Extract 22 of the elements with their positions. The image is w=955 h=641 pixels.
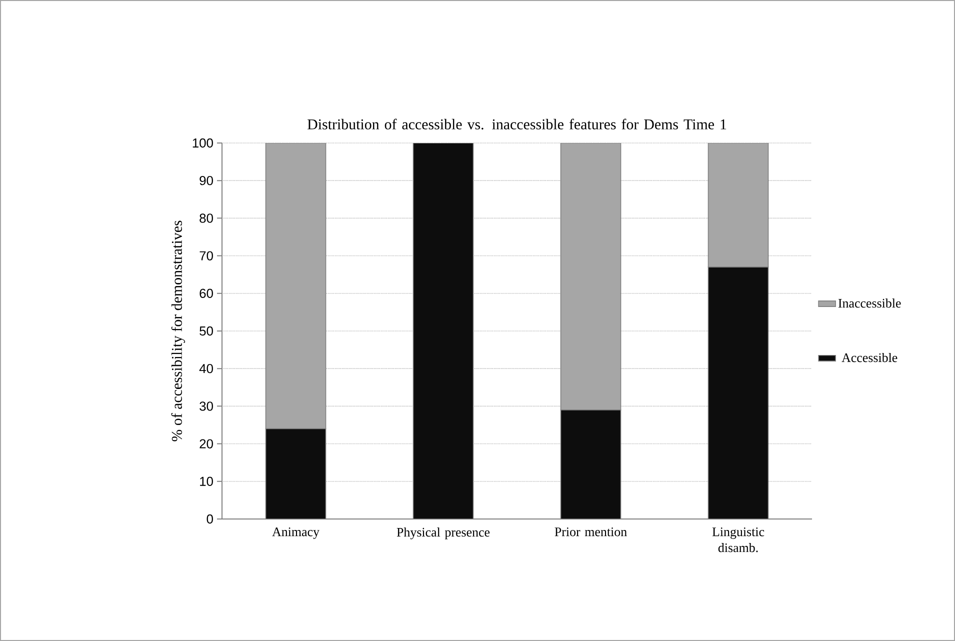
y-tick-label: 100 [192,138,213,148]
y-tick-label: 20 [200,439,213,448]
x-tick-label: Linguistic disamb. [712,528,764,552]
y-tick-label: 70 [200,251,213,260]
x-tick-label: Prior mention [554,528,627,536]
chart-title: Distribution of accessible vs. inaccessible features for Dems Time 1 [308,118,726,130]
bar [265,142,326,430]
x-tick-label: Physical presence [396,528,490,540]
bar [708,142,769,268]
y-axis-title: % of accessibility for demonstratives [171,220,186,442]
y-tick-label: 50 [200,326,213,336]
y-tick-label: 10 [200,476,213,486]
y-tick-label: 80 [200,214,213,223]
x-tick-label: Animacy [272,528,320,539]
y-tick-label: 0 [206,514,213,524]
legend-label: Inaccessible [838,298,901,308]
y-tick-label: 40 [199,364,213,374]
y-tick-label: 30 [200,402,213,411]
y-tick-label: 60 [200,288,213,298]
bar [560,142,622,410]
y-tick-label: 90 [200,176,213,186]
legend-label: Accessible [842,352,898,362]
